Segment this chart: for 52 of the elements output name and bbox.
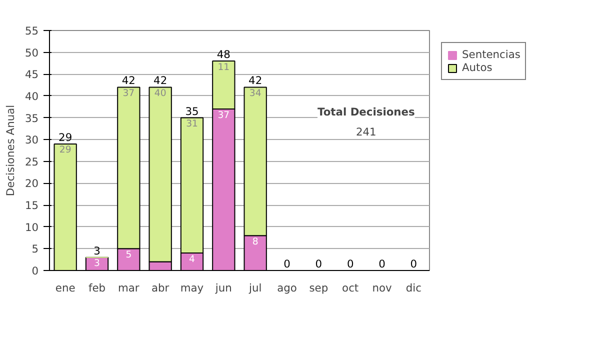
x-tick-label: dic: [406, 282, 422, 294]
x-tick-label: may: [180, 282, 204, 294]
data-label: 34: [249, 88, 262, 99]
total-label: 0: [346, 258, 354, 270]
data-label: 3: [94, 258, 100, 270]
data-label: 29: [59, 144, 72, 156]
y-tick-label: 40: [24, 90, 39, 103]
x-tick-label: mar: [118, 282, 140, 294]
x-tick-label: ene: [55, 282, 76, 294]
x-tick-label: sep: [309, 282, 328, 294]
x-tick-label: ago: [277, 282, 297, 294]
y-tick-label: 10: [24, 220, 39, 234]
y-tick-label: 25: [24, 155, 39, 168]
annotation: 241: [356, 125, 376, 138]
y-tick-label: 30: [24, 134, 39, 147]
x-tick-label: abr: [151, 282, 170, 294]
y-axis-title: Decisiones Anual: [4, 104, 17, 196]
total-label: 0: [410, 258, 418, 270]
total-label: 42: [122, 74, 136, 88]
total-label: 48: [216, 48, 231, 62]
data-label: 11: [218, 62, 230, 73]
legend-label: Sentencias: [462, 48, 520, 61]
total-label: 42: [248, 74, 262, 88]
y-tick-label: 45: [24, 68, 39, 82]
total-label: 35: [185, 104, 199, 118]
y-tick-label: 20: [24, 177, 39, 190]
y-tick-label: 35: [24, 112, 39, 125]
data-label: 31: [186, 118, 198, 130]
annotation: Total Decisiones: [318, 106, 415, 119]
y-tick-label: 55: [24, 24, 39, 38]
data-label: 4: [189, 254, 196, 265]
x-tick-label: nov: [372, 282, 392, 294]
y-tick-label: 5: [32, 242, 38, 256]
data-label: 8: [252, 236, 258, 248]
x-tick-label: oct: [342, 282, 359, 294]
legend-label: Autos: [462, 61, 492, 74]
data-label: 37: [218, 110, 230, 121]
data-label: 37: [122, 88, 135, 99]
y-tick-label: 0: [32, 264, 39, 278]
x-tick-label: jun: [214, 282, 232, 294]
data-label: 5: [126, 249, 132, 260]
x-tick-label: feb: [88, 282, 106, 294]
y-tick-label: 50: [24, 46, 39, 60]
total-label: 3: [94, 244, 100, 258]
x-tick-label: jul: [248, 282, 262, 294]
total-label: 0: [284, 258, 291, 270]
total-label: 0: [315, 258, 322, 270]
data-label: 40: [154, 88, 166, 99]
total-label: 42: [154, 74, 168, 88]
total-label: 29: [58, 130, 72, 144]
y-tick-label: 15: [24, 199, 39, 212]
total-label: 0: [378, 258, 386, 270]
